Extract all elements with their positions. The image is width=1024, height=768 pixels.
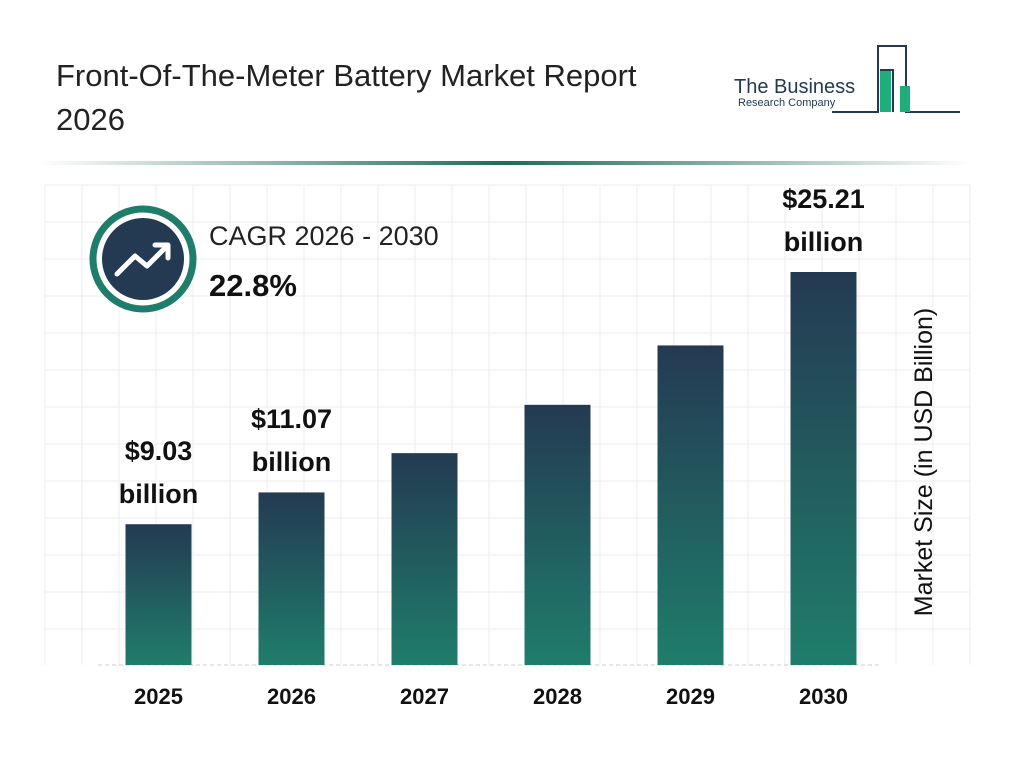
chart-title: Front-Of-The-Meter Battery Market Report… [56,58,637,137]
header-divider [40,161,970,165]
bar [391,453,458,665]
bar [258,492,325,665]
logo-subtext: Research Company [738,97,836,109]
cagr-label: CAGR 2026 - 2030 [209,221,439,251]
x-tick-label: 2026 [267,684,316,709]
x-tick-label: 2029 [666,684,715,709]
logo-text: The Business [734,76,855,98]
value-label: $25.21 billion [782,184,865,257]
y-axis-label: Market Size (in USD Billion) [910,308,938,616]
bar [125,524,192,665]
cagr-value: 22.8% [209,268,297,303]
bar [657,345,724,665]
bar [524,404,591,665]
bar [790,272,857,665]
cagr-badge [89,205,197,313]
value-label: $11.07 billion [250,404,333,478]
x-tick-label: 2027 [400,684,449,709]
x-tick-label: 2025 [134,684,183,709]
x-tick-label: 2028 [533,684,582,709]
x-tick-label: 2030 [799,684,848,709]
logo: The Business Research Company [734,45,960,113]
value-label: $9.03 billion [118,436,199,510]
